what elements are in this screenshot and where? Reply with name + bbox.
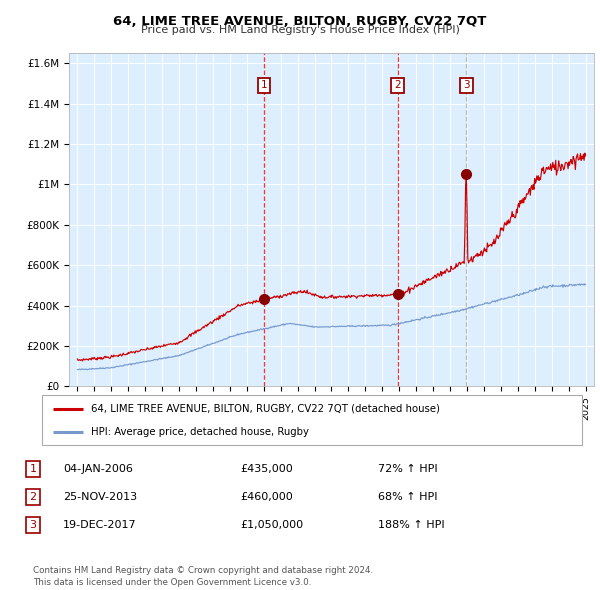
Text: 1: 1 [260, 80, 267, 90]
Text: 3: 3 [29, 520, 37, 530]
Text: Contains HM Land Registry data © Crown copyright and database right 2024.
This d: Contains HM Land Registry data © Crown c… [33, 566, 373, 587]
Text: HPI: Average price, detached house, Rugby: HPI: Average price, detached house, Rugb… [91, 427, 308, 437]
Text: £435,000: £435,000 [240, 464, 293, 474]
Text: £1,050,000: £1,050,000 [240, 520, 303, 530]
Text: 68% ↑ HPI: 68% ↑ HPI [378, 492, 437, 502]
Text: 188% ↑ HPI: 188% ↑ HPI [378, 520, 445, 530]
Text: 04-JAN-2006: 04-JAN-2006 [63, 464, 133, 474]
Text: 64, LIME TREE AVENUE, BILTON, RUGBY, CV22 7QT: 64, LIME TREE AVENUE, BILTON, RUGBY, CV2… [113, 15, 487, 28]
Text: Price paid vs. HM Land Registry's House Price Index (HPI): Price paid vs. HM Land Registry's House … [140, 25, 460, 35]
FancyBboxPatch shape [42, 395, 582, 445]
Text: 25-NOV-2013: 25-NOV-2013 [63, 492, 137, 502]
Text: £460,000: £460,000 [240, 492, 293, 502]
Text: 19-DEC-2017: 19-DEC-2017 [63, 520, 137, 530]
Text: 72% ↑ HPI: 72% ↑ HPI [378, 464, 437, 474]
Text: 64, LIME TREE AVENUE, BILTON, RUGBY, CV22 7QT (detached house): 64, LIME TREE AVENUE, BILTON, RUGBY, CV2… [91, 404, 440, 414]
Text: 2: 2 [394, 80, 401, 90]
Text: 2: 2 [29, 492, 37, 502]
Text: 3: 3 [463, 80, 470, 90]
Text: 1: 1 [29, 464, 37, 474]
